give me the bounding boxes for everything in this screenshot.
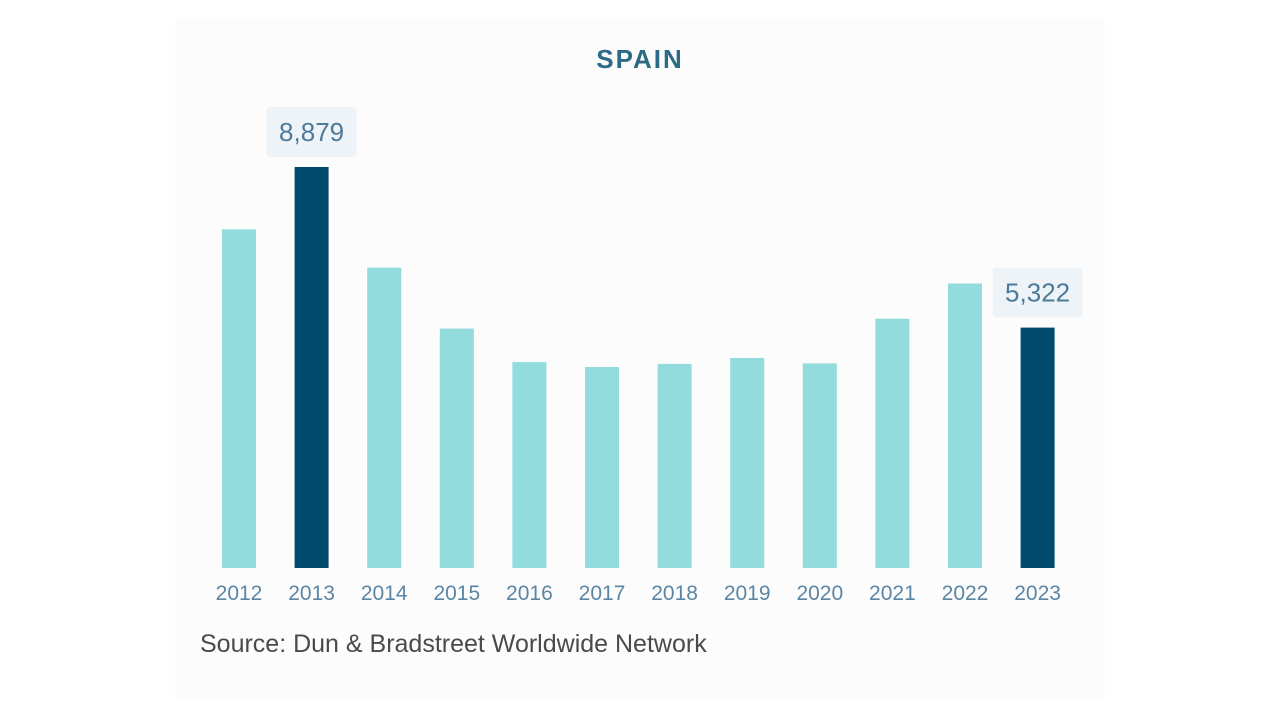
- bar-2016: [512, 362, 547, 568]
- x-tick-label: 2016: [506, 582, 553, 605]
- bar-2020: [802, 363, 837, 568]
- x-tick-label: 2014: [361, 582, 408, 605]
- x-tick-label: 2012: [216, 582, 263, 605]
- data-label-2023: 5,322: [1005, 278, 1070, 308]
- bar-2012: [222, 229, 256, 569]
- x-tick-label: 2013: [288, 582, 335, 605]
- x-tick-label: 2015: [433, 582, 480, 605]
- x-tick-label: 2018: [651, 582, 698, 605]
- data-label-box-2013: [266, 107, 357, 157]
- bar-2023: [1020, 327, 1055, 568]
- bar-2014: [367, 267, 402, 568]
- x-tick-label: 2023: [1014, 582, 1061, 605]
- bar-2019: [730, 358, 765, 568]
- bar-2013: [294, 167, 329, 568]
- x-tick-label: 2019: [724, 582, 771, 605]
- bar-2018: [657, 363, 692, 568]
- source-note: Source: Dun & Bradstreet Worldwide Netwo…: [200, 630, 707, 658]
- x-tick-label: 2022: [942, 582, 989, 605]
- data-label-box-2023: [992, 267, 1083, 318]
- x-tick-label: 2017: [579, 582, 626, 605]
- x-tick-label: 2021: [869, 582, 916, 605]
- bar-2021: [875, 318, 910, 568]
- chart-title: SPAIN: [596, 44, 684, 74]
- bar-2022: [948, 283, 982, 568]
- x-tick-label: 2020: [796, 582, 843, 605]
- bar-2015: [439, 328, 474, 568]
- bar-2017: [585, 367, 619, 568]
- data-label-2013: 8,879: [279, 117, 344, 147]
